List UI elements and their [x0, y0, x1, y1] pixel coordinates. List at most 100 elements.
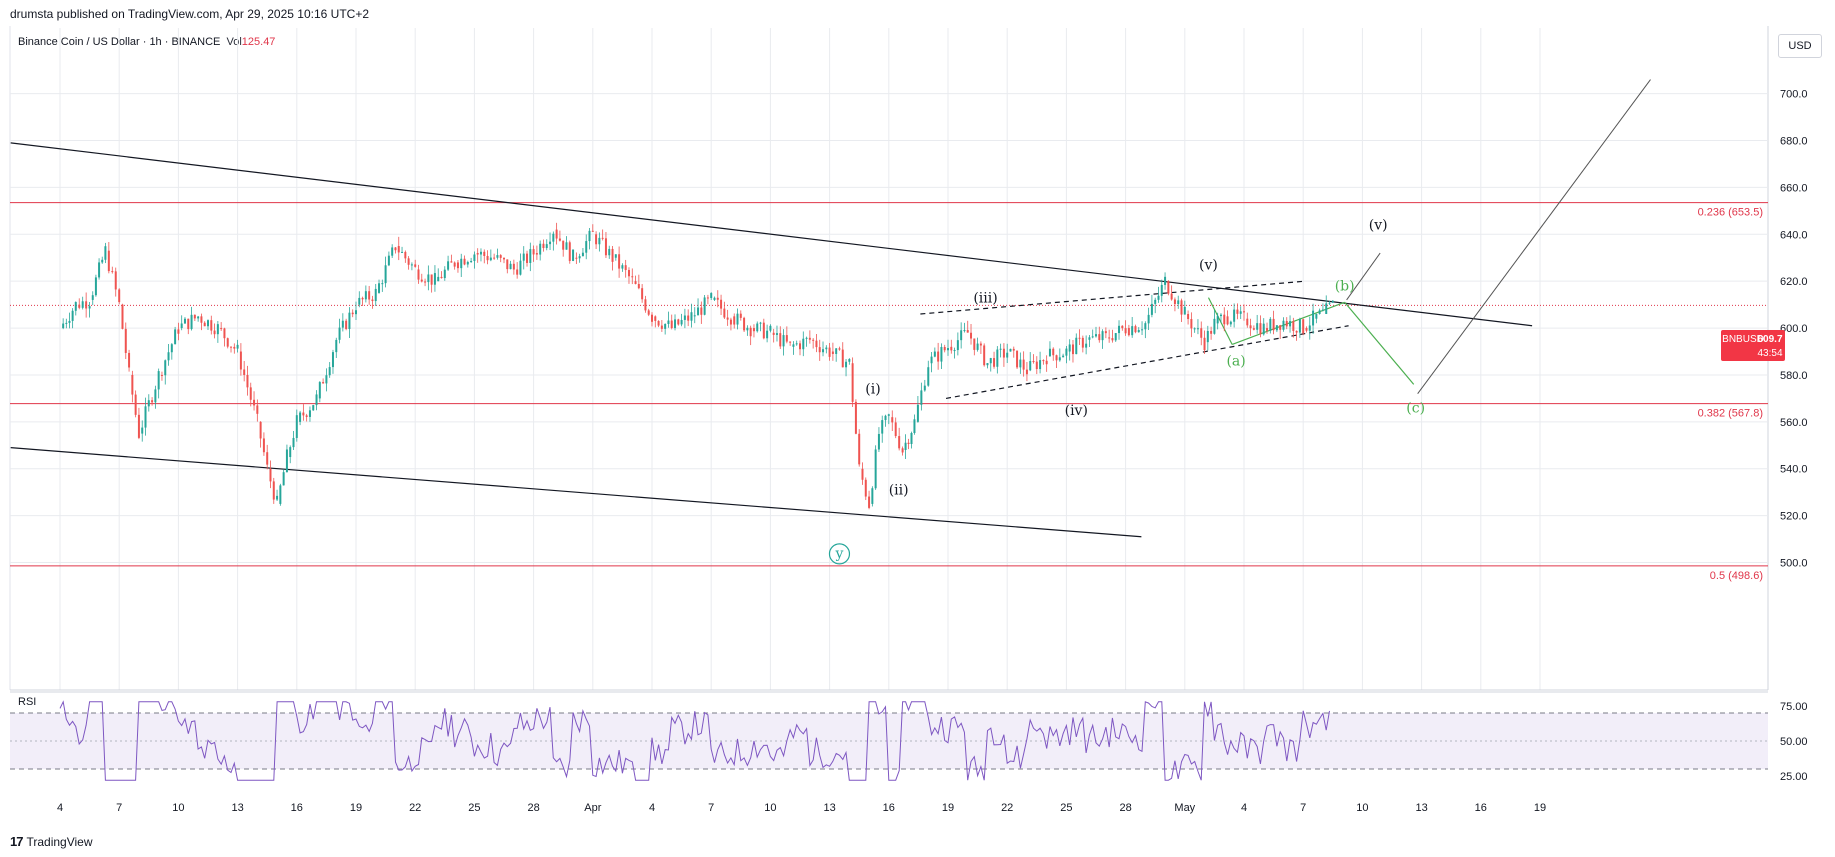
candle-body — [174, 329, 177, 345]
candle-body — [947, 348, 949, 351]
candle-body — [1144, 323, 1147, 330]
candle-body — [713, 297, 716, 300]
candle-body — [1262, 323, 1265, 335]
candle-body — [624, 265, 627, 271]
candle-body — [1039, 360, 1042, 370]
candle-body — [983, 345, 986, 366]
projection-arrow-main — [1417, 79, 1651, 395]
candle-body — [187, 318, 190, 330]
wave-label: (v) — [1369, 218, 1388, 234]
price-tick-label: 660.0 — [1780, 182, 1808, 194]
candle-body — [1035, 361, 1038, 370]
candle-body — [937, 351, 940, 362]
time-tick-label: 25 — [1060, 802, 1072, 814]
candle-body — [920, 390, 923, 405]
candle-body — [792, 344, 795, 347]
time-tick-label: 4 — [57, 802, 63, 814]
candle-body — [101, 259, 104, 263]
time-tick-label: 10 — [764, 802, 776, 814]
wave-label: (ii) — [889, 483, 909, 499]
candle-body — [1236, 309, 1239, 314]
candle-body — [723, 308, 726, 318]
candle-body — [427, 274, 430, 283]
candle-body — [345, 320, 348, 330]
price-tick-label: 700.0 — [1780, 89, 1808, 101]
candle-body — [986, 363, 989, 366]
candle-body — [364, 291, 367, 300]
candle-body — [414, 264, 417, 267]
candle-body — [262, 438, 265, 453]
rsi-pane: RSI 75.00 50.00 25.00 — [10, 691, 1808, 783]
time-tick-label: 13 — [231, 802, 243, 814]
candle-body — [272, 481, 275, 500]
candle-body — [572, 249, 575, 261]
candle-body — [769, 325, 772, 331]
candle-body — [1315, 313, 1318, 319]
candle-body — [532, 249, 535, 255]
candle-body — [759, 322, 762, 324]
candle-body — [308, 410, 311, 417]
candle-body — [522, 253, 525, 261]
candle-body — [795, 343, 798, 345]
price-axis[interactable]: 500.0 520.0 540.0 560.0 580.0 600.0 620.0 640.0… — [1780, 89, 1808, 570]
candle-body — [394, 247, 397, 251]
fib-level-label: 0.382 (567.8) — [1698, 408, 1763, 420]
candle-body — [1187, 314, 1190, 320]
candle-body — [1114, 333, 1117, 341]
time-tick-label: 7 — [1300, 802, 1306, 814]
candle-body — [578, 256, 581, 259]
wedge-upper-dashed — [920, 280, 1306, 315]
time-axis[interactable]: 4 7 10 13 16 19 22 25 28 Apr 4 7 10 13 16 19 22 25 28 May 4 7… — [57, 802, 1546, 814]
candle-body — [1279, 325, 1282, 330]
candle-body — [81, 301, 84, 308]
candle-body — [88, 306, 91, 309]
candle-body — [292, 437, 295, 448]
candle-body — [463, 258, 466, 265]
tradingview-logo[interactable]: 17 TradingView — [10, 834, 93, 849]
candle-body — [128, 352, 131, 368]
candle-body — [1190, 319, 1193, 329]
candle-body — [739, 313, 742, 318]
candle-body — [167, 352, 170, 361]
candle-body — [618, 254, 621, 269]
candle-body — [266, 452, 269, 465]
candle-body — [65, 322, 68, 324]
candle-body — [193, 314, 196, 319]
candle-body — [871, 488, 874, 504]
candle-body — [627, 270, 630, 277]
currency-button[interactable]: USD — [1778, 34, 1822, 58]
candle-body — [358, 297, 361, 305]
candle-body — [611, 248, 614, 262]
rsi-tick-label: 25.00 — [1780, 771, 1808, 783]
candle-body — [562, 240, 565, 250]
wave-b-c — [1344, 301, 1415, 385]
candle-body — [1160, 284, 1163, 296]
candle-body — [302, 412, 305, 416]
candle-body — [749, 327, 752, 337]
candle-body — [838, 348, 841, 350]
candle-body — [424, 281, 427, 283]
wave-v-a — [1207, 297, 1233, 345]
candle-body — [670, 320, 673, 329]
candle-body — [1081, 337, 1084, 348]
candle-body — [1006, 352, 1009, 358]
candle-body — [901, 448, 904, 453]
candle-body — [1216, 316, 1219, 324]
publisher-header: drumsta published on TradingView.com, Ap… — [10, 7, 369, 21]
candle-body — [220, 328, 223, 330]
candle-body — [667, 320, 670, 324]
wave-annotations: (i) (ii) (iii) (iv) (v) (v) (a) (b) (c) y — [828, 218, 1425, 565]
wave-label: (iii) — [973, 290, 997, 306]
candle-body — [207, 320, 209, 327]
price-tick-label: 640.0 — [1780, 229, 1808, 241]
candle-body — [299, 412, 302, 422]
rsi-title: RSI — [18, 696, 36, 708]
candle-body — [601, 237, 604, 239]
wave-a-b — [1231, 301, 1345, 346]
candle-body — [542, 243, 545, 249]
candle-body — [1147, 314, 1150, 324]
candle-body — [1167, 281, 1170, 294]
rsi-line — [59, 700, 1330, 781]
candle-body — [660, 325, 663, 329]
